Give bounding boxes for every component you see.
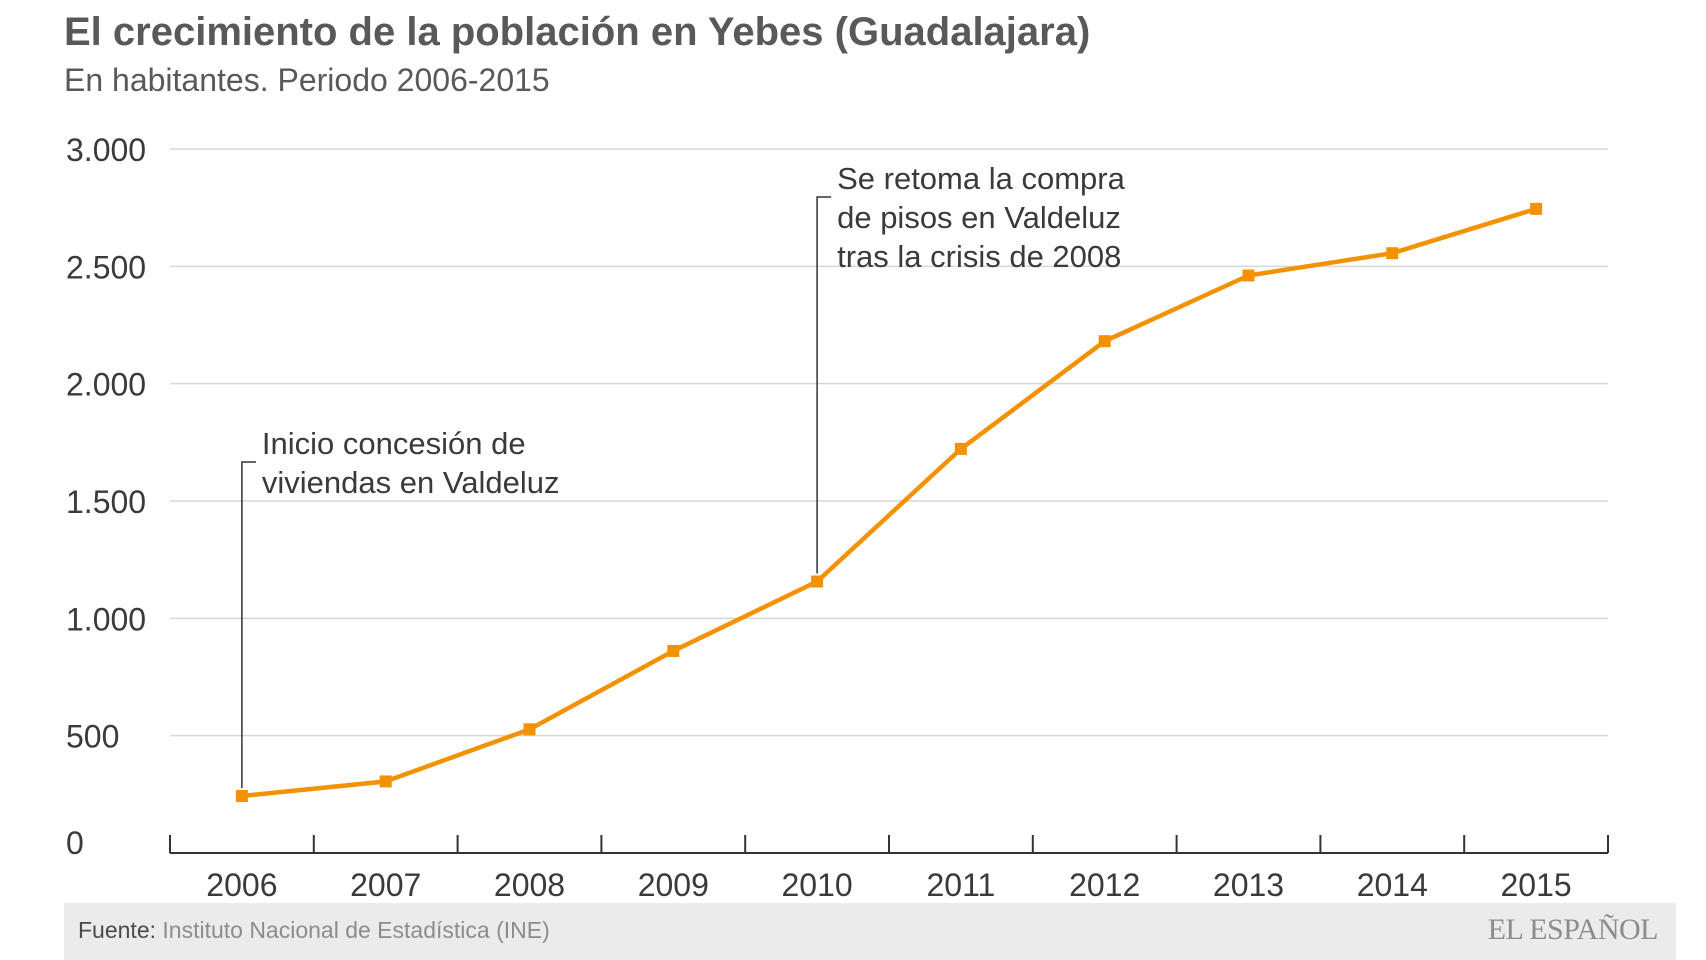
- x-tick-label-2008: 2008: [494, 867, 565, 900]
- y-tick-label-2000: 2.000: [66, 367, 146, 403]
- annotation-leader-2010: [816, 196, 832, 574]
- data-point-2015: [1530, 202, 1543, 215]
- y-tick-label-1000: 1.000: [66, 601, 146, 637]
- y-tick-label-500: 500: [66, 719, 119, 755]
- y-tick-label-1500: 1.500: [66, 484, 146, 520]
- y-tick-label-2500: 2.500: [66, 249, 146, 285]
- annotation-text-2010: de pisos en Valdeluz: [837, 200, 1121, 235]
- data-point-2011: [954, 442, 967, 455]
- series-line: [235, 202, 1543, 802]
- annotation-text-2010: Se retoma la compra: [837, 161, 1125, 196]
- annotation-leader-2006: [241, 461, 256, 788]
- source-text: Instituto Nacional de Estadística (INE): [156, 917, 550, 943]
- annotation-text-2006: viviendas en Valdeluz: [262, 465, 560, 500]
- annotation-text-2006: Inicio concesión de: [262, 426, 526, 461]
- annotations: Inicio concesión de viviendas en Valdeluz…: [241, 161, 1126, 788]
- x-tick-label-2007: 2007: [350, 867, 421, 900]
- x-axis: 2006 2007 2008 2009 2010 2011 2012 2013 2014 2015: [169, 835, 1609, 900]
- data-point-2012: [1098, 335, 1111, 348]
- data-point-2014: [1386, 247, 1399, 260]
- chart-title: El crecimiento de la población en Yebes …: [64, 10, 1091, 54]
- y-axis: 0 500 1.000 1.500 2.000 2.500 3.000: [66, 132, 146, 861]
- x-tick-label-2013: 2013: [1213, 867, 1284, 900]
- x-tick-label-2012: 2012: [1069, 867, 1140, 900]
- series-line-path: [241, 206, 1537, 799]
- data-point-2007: [379, 775, 392, 788]
- data-point-2006: [235, 789, 248, 802]
- data-point-2009: [667, 644, 680, 657]
- source-note: Fuente: Instituto Nacional de Estadístic…: [78, 917, 550, 944]
- data-point-2013: [1242, 269, 1255, 282]
- source-label: Fuente:: [78, 917, 156, 943]
- x-tick-label-2010: 2010: [782, 867, 853, 900]
- x-tick-label-2009: 2009: [638, 867, 709, 900]
- footer: Fuente: Instituto Nacional de Estadístic…: [64, 903, 1676, 960]
- y-tick-label-0: 0: [66, 825, 84, 861]
- y-tick-label-3000: 3.000: [66, 132, 146, 168]
- x-tick-label-2011: 2011: [926, 867, 995, 900]
- chart-subtitle: En habitantes. Periodo 2006-2015: [64, 62, 550, 98]
- gridlines: [170, 148, 1608, 737]
- data-point-2010: [811, 575, 824, 588]
- x-tick-label-2006: 2006: [206, 867, 277, 900]
- data-point-2008: [523, 723, 536, 736]
- annotation-text-2010: tras la crisis de 2008: [837, 239, 1121, 274]
- x-tick-label-2014: 2014: [1357, 867, 1428, 900]
- publisher-logo: EL ESPAÑOL: [1487, 913, 1659, 946]
- x-tick-label-2015: 2015: [1501, 867, 1572, 900]
